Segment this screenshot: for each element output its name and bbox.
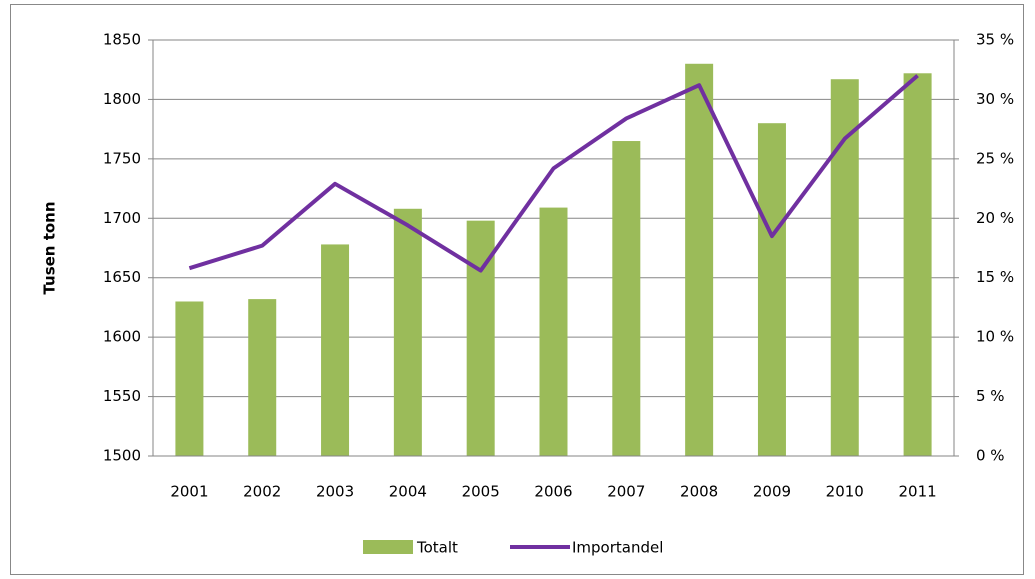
y-tick-label: 1700 bbox=[103, 209, 141, 227]
x-tick-label: 2007 bbox=[607, 483, 645, 501]
line bbox=[188, 74, 919, 273]
legend-swatch bbox=[363, 540, 413, 554]
y-tick-label: 1650 bbox=[103, 268, 141, 286]
y2-tick-label: 35 % bbox=[976, 31, 1014, 49]
y2-tick-label: 15 % bbox=[976, 268, 1014, 286]
x-tick-label: 2006 bbox=[534, 483, 572, 501]
x-tick-label: 2009 bbox=[753, 483, 791, 501]
bar bbox=[393, 208, 422, 456]
x-tick-label: 2001 bbox=[170, 483, 208, 501]
bar bbox=[248, 299, 277, 456]
bar bbox=[903, 73, 932, 456]
x-tick-label: 2010 bbox=[826, 483, 864, 501]
bar bbox=[175, 301, 204, 456]
legend-label: Importandel bbox=[572, 539, 663, 557]
y-tick-label: 1550 bbox=[103, 387, 141, 405]
bar bbox=[539, 207, 568, 456]
x-tick-label: 2004 bbox=[389, 483, 427, 501]
x-tick-label: 2011 bbox=[898, 483, 936, 501]
legend-label: Totalt bbox=[416, 539, 458, 557]
y2-tick-label: 30 % bbox=[976, 90, 1014, 108]
y2-tick-label: 20 % bbox=[976, 209, 1014, 227]
y-tick-label: 1500 bbox=[103, 447, 141, 465]
bar bbox=[321, 244, 350, 456]
y2-tick-label: 5 % bbox=[976, 387, 1005, 405]
bar bbox=[830, 79, 859, 457]
y2-tick-label: 25 % bbox=[976, 149, 1014, 167]
y2-tick-label: 0 % bbox=[976, 447, 1005, 465]
y-tick-label: 1800 bbox=[103, 90, 141, 108]
bar bbox=[612, 141, 641, 456]
chart-border bbox=[10, 4, 1024, 575]
y-tick-label: 1750 bbox=[103, 149, 141, 167]
bar bbox=[685, 63, 714, 457]
x-tick-label: 2003 bbox=[316, 483, 354, 501]
x-tick-label: 2005 bbox=[462, 483, 500, 501]
y-axis-title: Tusen tonn bbox=[41, 201, 59, 294]
x-tick-label: 2002 bbox=[243, 483, 281, 501]
bar bbox=[757, 123, 786, 456]
y-tick-label: 1850 bbox=[103, 31, 141, 49]
x-tick-label: 2008 bbox=[680, 483, 718, 501]
y-tick-label: 1600 bbox=[103, 328, 141, 346]
y2-tick-label: 10 % bbox=[976, 328, 1014, 346]
